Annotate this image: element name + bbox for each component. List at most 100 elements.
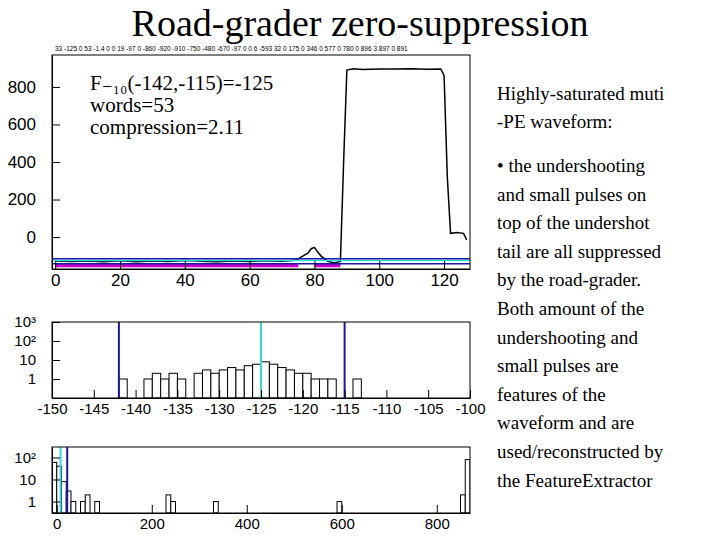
tick-label: 10³ bbox=[14, 313, 36, 330]
tick: -100 bbox=[455, 390, 485, 417]
histogram-bar bbox=[269, 364, 277, 398]
tick-label: -110 bbox=[372, 400, 401, 417]
tick-mark bbox=[314, 261, 315, 269]
tick-mark bbox=[219, 390, 220, 398]
histogram-bar bbox=[152, 373, 160, 398]
reference-line bbox=[344, 322, 346, 398]
body-text: -PE waveform: bbox=[497, 111, 613, 132]
histogram-bar bbox=[211, 373, 219, 398]
body-text: • the undershooting bbox=[497, 155, 646, 176]
body-text: Highly-saturated muti bbox=[497, 83, 664, 104]
tick: -140 bbox=[121, 390, 151, 417]
tick-label: 40 bbox=[176, 271, 195, 290]
tick-label: 10² bbox=[14, 449, 36, 466]
tick-label: -100 bbox=[455, 400, 485, 417]
reference-line bbox=[118, 322, 120, 398]
chart: 020406080100120020040060080033 -125 0 53… bbox=[8, 45, 471, 290]
tick-mark bbox=[52, 457, 60, 458]
tick: -110 bbox=[372, 390, 401, 417]
tick-label: -120 bbox=[288, 400, 318, 417]
tick-mark bbox=[152, 505, 153, 513]
tick-mark bbox=[437, 505, 438, 513]
tick-mark bbox=[52, 162, 60, 163]
plot-area bbox=[52, 447, 470, 513]
tick-mark bbox=[94, 390, 95, 398]
body-text: top of the undershot bbox=[497, 212, 650, 233]
histogram-bar bbox=[194, 373, 202, 398]
x-axis: 020406080100120 bbox=[51, 261, 470, 290]
histogram-bar bbox=[236, 370, 244, 398]
tick-mark bbox=[136, 390, 137, 398]
histogram-bar bbox=[278, 368, 286, 398]
tick: 40 bbox=[176, 261, 195, 290]
y-axis: 11010² bbox=[14, 448, 60, 514]
body-text: Both amount of the bbox=[497, 298, 644, 319]
histogram-bar bbox=[144, 379, 152, 398]
tick: -105 bbox=[414, 390, 444, 417]
histogram-bar bbox=[161, 379, 169, 398]
annotation: 33 -125 0 53 -1.4 0 0 19 -97 0 -860 -920… bbox=[55, 45, 408, 52]
tick: 1 bbox=[28, 493, 60, 510]
histogram-bar bbox=[253, 364, 261, 398]
histogram-bar bbox=[311, 379, 319, 398]
tick-label: 800 bbox=[425, 515, 450, 532]
tick-mark bbox=[428, 390, 429, 398]
tick: 1 bbox=[28, 370, 60, 387]
tick-mark bbox=[52, 237, 60, 238]
tick: 20 bbox=[111, 261, 130, 290]
tick-mark bbox=[52, 501, 60, 502]
tick-mark bbox=[120, 261, 121, 269]
tick: 10³ bbox=[14, 313, 60, 330]
tick-label: 200 bbox=[140, 515, 165, 532]
tick-label: 80 bbox=[306, 271, 325, 290]
tick-mark bbox=[444, 261, 445, 269]
tick-label: -115 bbox=[331, 400, 360, 417]
tick-mark bbox=[52, 360, 60, 361]
axis-line bbox=[53, 269, 471, 270]
tick: 800 bbox=[8, 78, 60, 97]
histogram-bar bbox=[461, 495, 466, 513]
tick: -125 bbox=[246, 390, 276, 417]
body-text: and small pulses on bbox=[497, 184, 647, 205]
axis-line bbox=[53, 513, 471, 514]
histogram-bar bbox=[261, 362, 269, 398]
body-text: the FeatureExtractor bbox=[497, 470, 653, 491]
tick-label: 1 bbox=[28, 370, 36, 387]
tick: 400 bbox=[8, 153, 60, 172]
histogram-bar bbox=[166, 495, 171, 513]
tick: 0 bbox=[27, 228, 60, 247]
reference-line bbox=[66, 447, 68, 513]
histogram-bar bbox=[244, 366, 252, 398]
histogram-bar bbox=[169, 373, 177, 398]
tick-mark bbox=[250, 261, 251, 269]
tick: 10² bbox=[14, 449, 60, 466]
tick-label: 10² bbox=[14, 332, 36, 349]
tick: 800 bbox=[425, 505, 450, 532]
tick-label: -130 bbox=[205, 400, 235, 417]
histogram-bar bbox=[337, 501, 342, 513]
tick-mark bbox=[55, 261, 56, 269]
tick-label: 800 bbox=[8, 78, 36, 97]
histogram-bar bbox=[228, 368, 236, 398]
tick-label: 400 bbox=[8, 153, 36, 172]
tick: 10² bbox=[14, 332, 60, 349]
reference-line bbox=[52, 260, 470, 262]
tick-mark bbox=[57, 505, 58, 513]
tick-mark bbox=[52, 124, 60, 125]
chart: -150-145-140-135-130-125-120-115-110-105… bbox=[14, 313, 485, 416]
tick-label: -125 bbox=[246, 400, 276, 417]
tick-label: 60 bbox=[241, 271, 260, 290]
tick-label: 1 bbox=[28, 493, 36, 510]
y-axis: 11010²10³ bbox=[14, 313, 60, 398]
histogram-bar bbox=[320, 379, 328, 398]
series-line bbox=[55, 69, 467, 263]
tick-mark bbox=[185, 261, 186, 269]
tick: 120 bbox=[430, 261, 458, 290]
reference-line bbox=[52, 258, 470, 260]
tick-mark bbox=[52, 341, 60, 342]
tick-mark bbox=[303, 390, 304, 398]
tick-label: 600 bbox=[330, 515, 355, 532]
body-text: small pulses are bbox=[497, 355, 618, 376]
histogram-bar bbox=[214, 501, 219, 513]
histogram-bar bbox=[119, 379, 127, 398]
